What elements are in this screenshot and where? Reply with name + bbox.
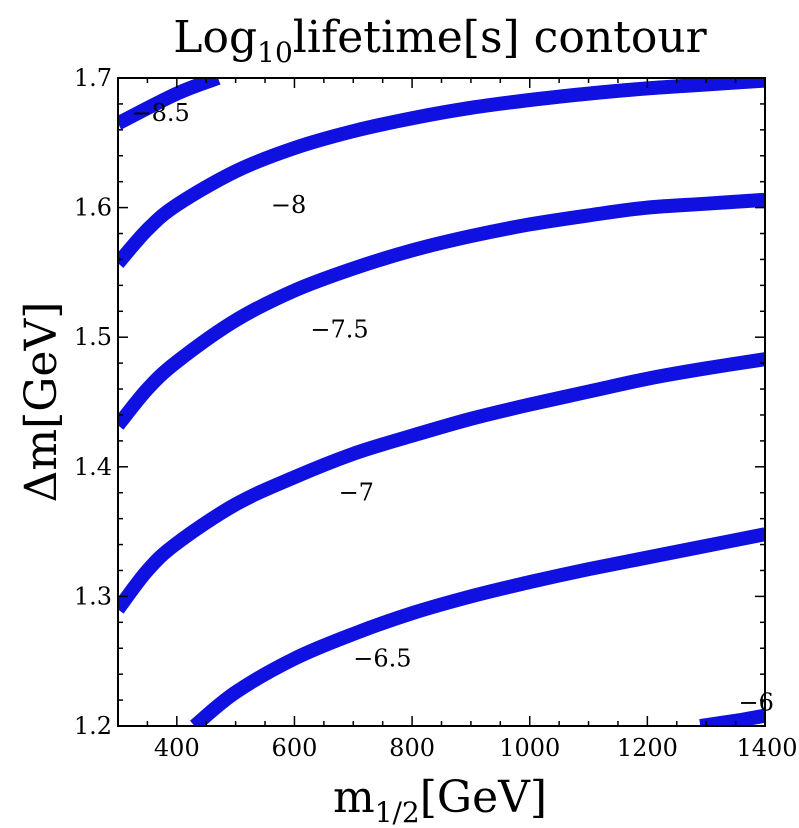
x-tick-label: 400 — [154, 734, 200, 762]
contour-label-2: −7.5 — [310, 315, 368, 343]
x-tick-label: 600 — [272, 734, 318, 762]
contour-line-2 — [118, 192, 765, 430]
contour-line-0 — [118, 78, 221, 130]
contour-line-4 — [189, 527, 765, 726]
chart-title-subscript: 10 — [257, 36, 293, 69]
x-tick-label: 1400 — [736, 734, 797, 762]
contour-lines — [118, 78, 765, 726]
chart-title-suffix: lifetime[s] contour — [293, 12, 708, 63]
contour-label-3: −7 — [339, 479, 374, 507]
x-tick-labels: 400 600 800 1000 1200 1400 — [154, 734, 798, 762]
axis-ticks — [117, 77, 766, 727]
x-axis-label: m1/2[GeV] — [333, 772, 547, 828]
y-tick-label: 1.4 — [74, 453, 112, 481]
y-tick-label: 1.7 — [74, 64, 112, 92]
contour-label-4: −6.5 — [353, 645, 411, 673]
x-tick-label: 800 — [389, 734, 435, 762]
contour-label-0: −8.5 — [132, 99, 190, 127]
y-tick-label: 1.6 — [74, 194, 112, 222]
plot-area: −8.5 −8 −7.5 −7 −6.5 −6 400 600 800 1000 1200 1400… — [74, 64, 798, 762]
x-axis-label-suffix: [GeV] — [420, 772, 547, 823]
x-tick-label: 1000 — [499, 734, 560, 762]
contour-labels: −8.5 −8 −7.5 −7 −6.5 −6 — [132, 99, 774, 717]
y-tick-label: 1.5 — [74, 323, 112, 351]
x-axis-label-subscript: 1/2 — [375, 796, 420, 828]
y-tick-label: 1.2 — [74, 712, 112, 740]
x-axis-label-base: m — [333, 772, 375, 823]
contour-line-3 — [118, 352, 765, 614]
chart-title-prefix: Log — [173, 12, 257, 63]
chart-title: Log10lifetime[s] contour — [173, 12, 707, 69]
contour-label-1: −8 — [271, 191, 306, 219]
y-tick-labels: 1.2 1.3 1.4 1.5 1.6 1.7 — [74, 64, 112, 740]
contour-line-5 — [699, 708, 765, 726]
y-axis-label: Δm[GeV] — [16, 302, 67, 503]
y-tick-label: 1.3 — [74, 582, 112, 610]
x-tick-label: 1200 — [617, 734, 678, 762]
contour-line-1 — [118, 78, 765, 268]
contour-label-5: −6 — [739, 689, 774, 717]
